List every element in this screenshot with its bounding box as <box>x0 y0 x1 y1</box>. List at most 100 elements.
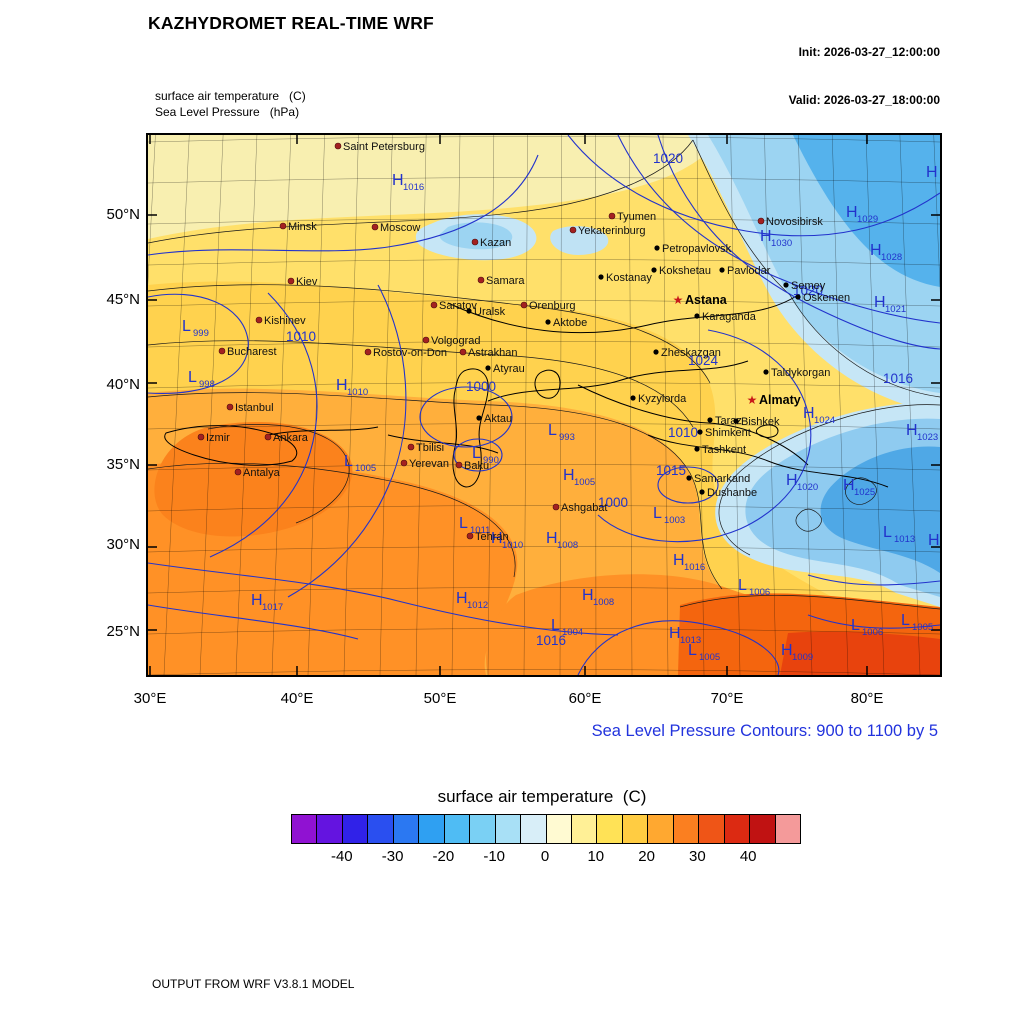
city-label: Izmir <box>206 432 230 444</box>
lat-label-25n: 25°N <box>106 623 140 640</box>
city-label: Kazan <box>480 237 511 249</box>
city-label: Atyrau <box>493 363 525 375</box>
city-label: Shimkent <box>705 427 751 439</box>
pressure-center-value: 993 <box>559 432 575 443</box>
colorbar-segment <box>444 815 471 843</box>
colorbar-segment <box>368 815 394 843</box>
temperature-fill-region <box>154 422 353 537</box>
lat-label-40n: 40°N <box>106 376 140 393</box>
graticule-meridian <box>235 135 258 675</box>
country-border <box>387 434 499 454</box>
pressure-center-letter: H <box>926 164 938 181</box>
lon-label-30e: 30°E <box>133 690 167 707</box>
city-marker <box>471 238 479 246</box>
graticule-parallel <box>148 136 940 143</box>
temperature-contour-line <box>679 594 940 610</box>
city-label: Aktau <box>484 413 512 425</box>
lat-label-30n: 30°N <box>106 536 140 553</box>
city-label: Ashgabat <box>561 502 607 514</box>
city-marker <box>400 459 408 467</box>
city-marker <box>653 349 659 355</box>
lat-label-45n: 45°N <box>106 291 140 308</box>
page-title: KAZHYDROMET REAL-TIME WRF <box>148 13 434 33</box>
city-marker <box>459 348 467 356</box>
pressure-center-value: 1021 <box>885 304 906 315</box>
city-marker <box>686 475 692 481</box>
city-marker <box>719 267 725 273</box>
city-marker <box>733 418 739 424</box>
capital-city-label: Astana <box>685 293 728 307</box>
pressure-contour-line <box>657 466 719 504</box>
graticule-meridian <box>696 135 705 675</box>
pressure-center-value: 1005 <box>574 477 595 488</box>
temperature-contour-line <box>148 284 711 384</box>
city-marker <box>476 415 482 421</box>
temperature-contour-line <box>207 424 350 524</box>
pressure-center-letter: H <box>673 552 685 569</box>
colorbar-segment <box>292 815 318 843</box>
pressure-contour-line <box>287 284 407 598</box>
pressure-center-value: 1006 <box>862 627 883 638</box>
city-label: Samarkand <box>694 473 750 485</box>
graticule-meridian <box>148 135 156 286</box>
temperature-fill-region <box>793 135 940 287</box>
capital-star-marker: ★ <box>673 293 684 307</box>
city-marker <box>226 403 234 411</box>
colorbar-segment <box>546 815 572 843</box>
colorbar-segment <box>571 815 598 843</box>
city-marker <box>255 316 263 324</box>
city-marker <box>334 142 342 150</box>
city-label: Minsk <box>288 221 317 233</box>
pressure-center-value: 1006 <box>749 587 770 598</box>
colorbar-segment <box>495 815 522 843</box>
graticule-parallel <box>148 546 940 553</box>
city-label: Yekaterinburg <box>578 225 645 237</box>
graticule-meridian <box>199 135 224 675</box>
pressure-center-letter: H <box>874 294 886 311</box>
init-time: Init: 2026-03-27_12:00:00 <box>798 45 940 59</box>
pressure-center-value: 1004 <box>562 627 583 638</box>
city-label: Rostov-on-Don <box>373 347 447 359</box>
graticule-parallel <box>148 218 940 225</box>
pressure-center-letter: H <box>928 532 940 549</box>
pressure-center-value: 1017 <box>262 602 283 613</box>
city-marker <box>466 532 474 540</box>
graticule-meridian <box>730 135 741 675</box>
weather-map: H 1016 1020 H H 1029 H 1030 H 1028 1020 H 1021 L 999 10… <box>146 133 942 677</box>
pressure-contour-label: 1020 <box>653 151 683 166</box>
pressure-contour-label: 1015 <box>656 463 686 478</box>
pressure-center-value: 1005 <box>355 463 376 474</box>
city-label: Tehran <box>475 531 509 543</box>
city-label: Yerevan <box>409 458 449 470</box>
pressure-contour-line <box>419 386 513 448</box>
pressure-center-value: 1013 <box>894 534 915 545</box>
pressure-center-letter: H <box>392 172 404 189</box>
city-label: Semey <box>791 280 826 292</box>
graticule-meridian <box>523 135 528 675</box>
temperature-contour-line <box>148 340 694 428</box>
sea-outline <box>164 425 298 466</box>
country-border <box>487 360 749 402</box>
pressure-center-letter: H <box>781 642 793 659</box>
city-label: Moscow <box>380 222 420 234</box>
colorbar-tick-label: 0 <box>540 848 550 865</box>
city-label: Bucharest <box>227 346 277 358</box>
pressure-center-letter: H <box>870 242 882 259</box>
city-marker <box>598 274 604 280</box>
footer: OUTPUT FROM WRF V3.8.1 MODEL WE = 457 ; … <box>152 944 648 1024</box>
pressure-contour-label: 1016 <box>883 371 913 386</box>
city-label: Volgograd <box>431 335 481 347</box>
pressure-center-value: 1016 <box>684 562 705 573</box>
capital-star-marker: ★ <box>747 393 758 407</box>
city-label: Zheskazgan <box>661 347 721 359</box>
colorbar-segment <box>597 815 623 843</box>
city-marker <box>694 446 700 452</box>
city-marker <box>371 223 379 231</box>
pressure-center-letter: L <box>182 318 191 335</box>
country-border <box>267 426 379 436</box>
colorbar-tick-label: -20 <box>432 848 455 865</box>
pressure-center-value: 999 <box>193 328 209 339</box>
city-label: Bishkek <box>741 416 780 428</box>
